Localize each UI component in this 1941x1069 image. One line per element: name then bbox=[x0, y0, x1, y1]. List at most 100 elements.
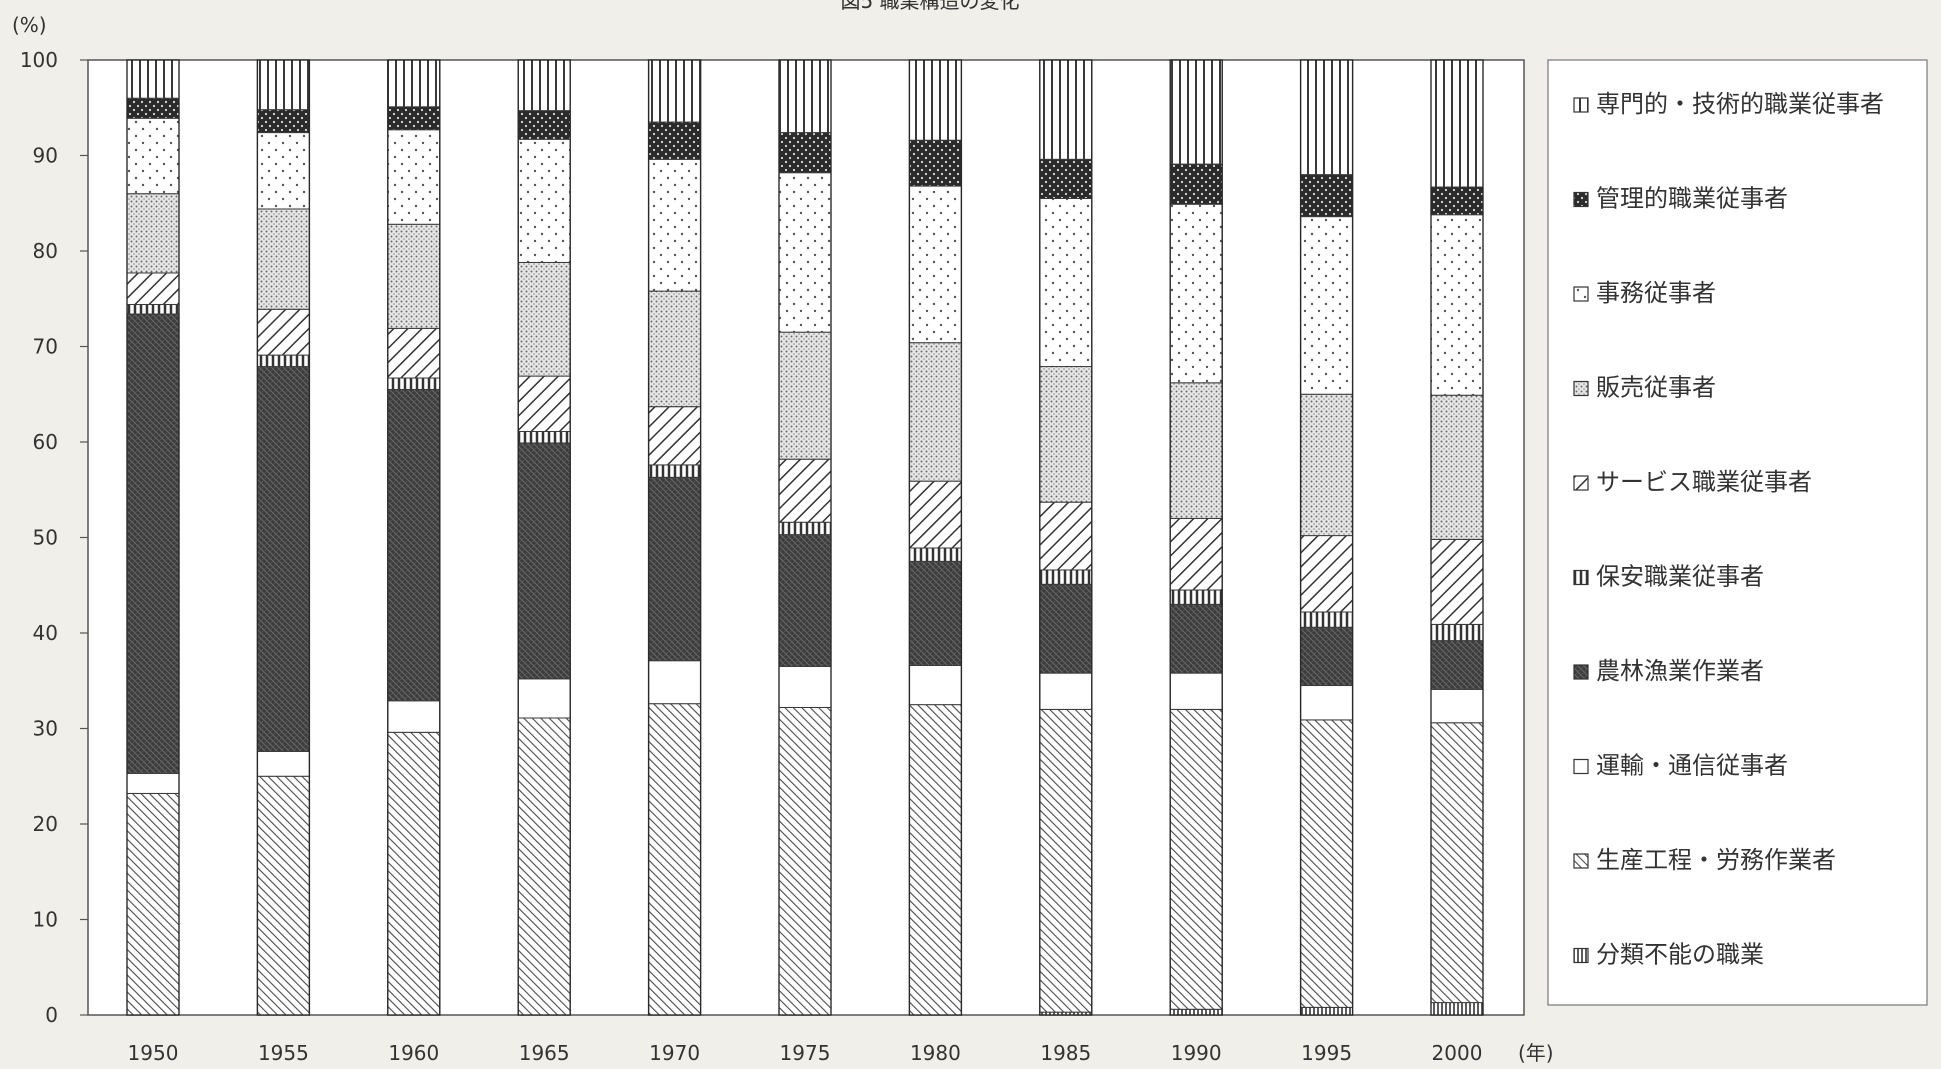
legend-label: 運輸・通信従事者 bbox=[1596, 752, 1788, 780]
bar-segment bbox=[778, 665, 832, 708]
bar bbox=[908, 59, 963, 1016]
x-tick-label: 1960 bbox=[388, 1041, 439, 1065]
bar-segment bbox=[1300, 611, 1354, 628]
bar-segment bbox=[387, 59, 441, 108]
x-tick-label: 2000 bbox=[1432, 1041, 1483, 1065]
bar-segment bbox=[908, 704, 962, 1016]
bar-segment bbox=[1169, 708, 1223, 1010]
legend-swatch bbox=[1573, 380, 1589, 397]
bar-segment bbox=[908, 547, 962, 562]
bar bbox=[387, 59, 441, 1016]
bar-segment bbox=[256, 354, 310, 368]
y-tick-label: 100 bbox=[20, 48, 58, 72]
bar-segment bbox=[648, 59, 702, 123]
bar-segment bbox=[517, 261, 571, 377]
bar-segment bbox=[1169, 672, 1223, 710]
bar-segment bbox=[387, 223, 441, 329]
legend-swatch bbox=[1573, 475, 1589, 491]
bar-segment bbox=[1300, 59, 1354, 176]
bar-segment bbox=[126, 272, 180, 305]
bar-segment bbox=[1300, 174, 1354, 218]
bar-segment bbox=[648, 158, 702, 292]
bar-segment bbox=[1430, 59, 1484, 188]
legend-label: サービス職業従事者 bbox=[1596, 468, 1812, 496]
bar-segment bbox=[517, 375, 571, 432]
bar-segment bbox=[126, 193, 180, 274]
bar-segment bbox=[648, 703, 702, 1016]
bar-segment bbox=[1039, 366, 1093, 503]
bar-segment bbox=[1300, 216, 1354, 395]
bar bbox=[126, 59, 180, 1016]
legend-swatch bbox=[1573, 97, 1589, 113]
y-tick-label: 70 bbox=[33, 335, 58, 359]
bar-segment bbox=[1300, 535, 1354, 613]
y-tick-label: 40 bbox=[33, 621, 58, 645]
bar-segment bbox=[1300, 1006, 1354, 1016]
bar-segment bbox=[256, 59, 310, 111]
bar-segment bbox=[517, 442, 571, 680]
bar bbox=[1430, 59, 1484, 1016]
bar-segment bbox=[778, 521, 832, 536]
x-unit-label: (年) bbox=[1518, 1041, 1554, 1065]
bar-segment bbox=[778, 534, 832, 667]
bar-segment bbox=[256, 308, 310, 356]
y-tick-label: 30 bbox=[33, 717, 58, 741]
bar-segment bbox=[648, 121, 702, 160]
x-tick-label: 1970 bbox=[649, 1041, 700, 1065]
y-tick-label: 80 bbox=[33, 239, 58, 263]
bar-segment bbox=[387, 129, 441, 225]
legend-swatch bbox=[1573, 853, 1589, 869]
bar-segment bbox=[126, 59, 180, 99]
bar bbox=[1039, 59, 1093, 1016]
bar-segment bbox=[648, 476, 702, 662]
bar-segment bbox=[778, 706, 832, 1016]
legend-swatch bbox=[1573, 664, 1589, 680]
x-tick-label: 1985 bbox=[1040, 1041, 1091, 1065]
bar-segment bbox=[1039, 158, 1093, 199]
bar-segment bbox=[1169, 589, 1223, 605]
legend-label: 農林漁業作業者 bbox=[1596, 657, 1764, 685]
bar-segment bbox=[517, 430, 571, 444]
bars bbox=[126, 59, 1484, 1016]
y-tick-label: 10 bbox=[33, 908, 58, 932]
bar-segment bbox=[908, 59, 962, 141]
legend-label: 専門的・技術的職業従事者 bbox=[1596, 90, 1884, 118]
bar-segment bbox=[126, 772, 180, 794]
bar-segment bbox=[1169, 163, 1223, 205]
legend-items: 専門的・技術的職業従事者管理的職業従事者事務従事者販売従事者サービス職業従事者保… bbox=[1573, 90, 1884, 969]
bar-segment bbox=[517, 59, 571, 112]
legend-label: 販売従事者 bbox=[1596, 374, 1716, 402]
bar-segment bbox=[778, 458, 832, 523]
bar-segment bbox=[1039, 583, 1093, 674]
y-tick-label: 0 bbox=[45, 1003, 58, 1027]
bar-segment bbox=[126, 117, 180, 195]
bar bbox=[778, 59, 832, 1016]
bar bbox=[517, 59, 571, 1016]
bar-segment bbox=[1430, 640, 1484, 690]
legend-swatch bbox=[1573, 569, 1589, 586]
legend-swatch bbox=[1573, 191, 1589, 208]
bar bbox=[647, 59, 702, 1016]
legend: 専門的・技術的職業従事者管理的職業従事者事務従事者販売従事者サービス職業従事者保… bbox=[1547, 59, 1928, 1006]
bar-segment bbox=[256, 366, 310, 752]
bar-segment bbox=[648, 660, 702, 705]
bar-segment bbox=[908, 560, 962, 666]
bar-segment bbox=[778, 172, 832, 333]
bar-segment bbox=[1169, 59, 1223, 165]
bar-segment bbox=[1430, 623, 1484, 642]
bar bbox=[1299, 59, 1354, 1016]
bar-segment bbox=[126, 792, 180, 1016]
bar bbox=[256, 59, 311, 1016]
x-tick-label: 1980 bbox=[910, 1041, 961, 1065]
bar-segment bbox=[648, 290, 702, 408]
bar-segment bbox=[1430, 394, 1484, 540]
bar-segment bbox=[126, 97, 180, 119]
bar bbox=[1169, 59, 1223, 1016]
legend-label: 保安職業従事者 bbox=[1596, 563, 1764, 591]
bar-segment bbox=[1169, 203, 1223, 384]
legend-box bbox=[1547, 59, 1928, 1006]
bar-segment bbox=[1430, 688, 1484, 724]
y-tick-label: 90 bbox=[33, 144, 58, 168]
bar-segment bbox=[908, 342, 962, 482]
